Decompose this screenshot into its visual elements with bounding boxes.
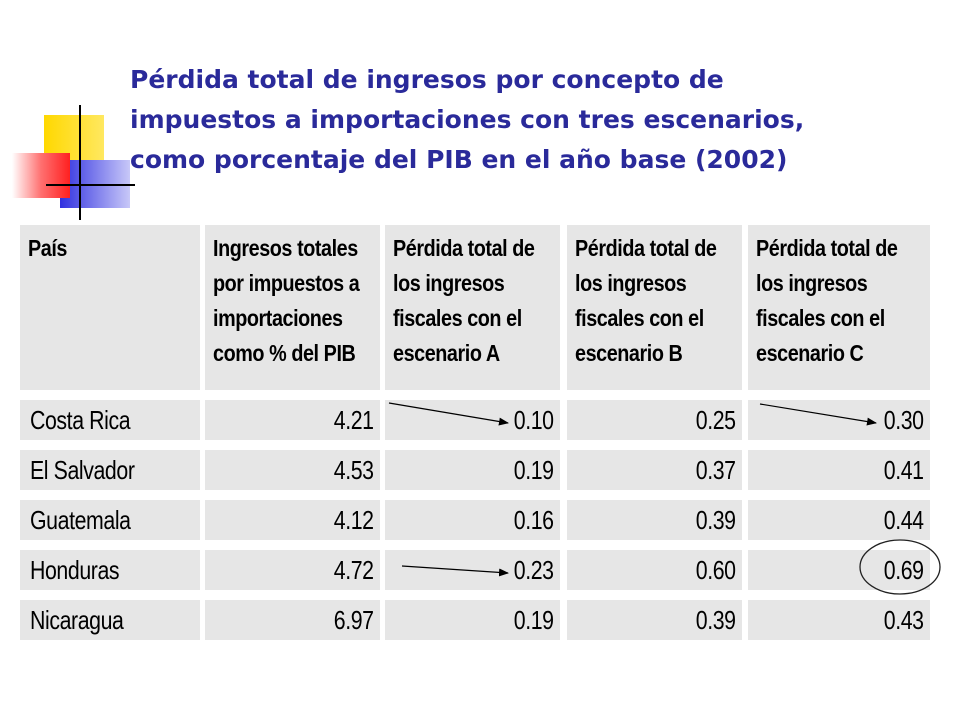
header-line: fiscales con el [756, 305, 885, 331]
cell-ingresos: 4.53 [205, 450, 380, 490]
header-line: como % del PIB [213, 340, 356, 366]
header-line: los ingresos [756, 270, 868, 296]
cell-pais: Nicaragua [20, 600, 200, 640]
cell-ingresos: 4.21 [205, 400, 380, 440]
cell-pais: Honduras [20, 550, 200, 590]
header-line: Pérdida total de [393, 235, 535, 261]
header-line: importaciones [213, 305, 343, 331]
header-escenario-c: Pérdida total de los ingresos fiscales c… [748, 225, 930, 390]
cell-escenario-c: 0.69 [748, 550, 930, 590]
title-line-3: como porcentaje del PIB en el año base (… [130, 145, 788, 174]
cell-escenario-a: 0.19 [385, 600, 560, 640]
header-line: escenario A [393, 340, 500, 366]
cell-pais: Costa Rica [20, 400, 200, 440]
header-escenario-a: Pérdida total de los ingresos fiscales c… [385, 225, 560, 390]
header-line: Pérdida total de [575, 235, 717, 261]
header-line: escenario C [756, 340, 864, 366]
header-line: País [28, 235, 67, 261]
cell-pais: Guatemala [20, 500, 200, 540]
title-line-2: impuestos a importaciones con tres escen… [130, 105, 805, 134]
red-square [12, 153, 70, 198]
cell-escenario-c: 0.41 [748, 450, 930, 490]
cell-pais: El Salvador [20, 450, 200, 490]
cell-escenario-c: 0.30 [748, 400, 930, 440]
header-escenario-b: Pérdida total de los ingresos fiscales c… [567, 225, 742, 390]
cell-escenario-b: 0.37 [567, 450, 742, 490]
cell-ingresos: 4.12 [205, 500, 380, 540]
cell-ingresos: 4.72 [205, 550, 380, 590]
header-line: Ingresos totales [213, 235, 358, 261]
cell-escenario-b: 0.25 [567, 400, 742, 440]
decorative-squares-logo [12, 105, 135, 220]
cell-escenario-a: 0.16 [385, 500, 560, 540]
cell-escenario-a: 0.19 [385, 450, 560, 490]
header-line: Pérdida total de [756, 235, 898, 261]
title-line-1: Pérdida total de ingresos por concepto d… [130, 65, 724, 94]
header-line: fiscales con el [393, 305, 522, 331]
header-pais: País [20, 225, 200, 390]
cell-escenario-c: 0.43 [748, 600, 930, 640]
slide-title: Pérdida total de ingresos por concepto d… [130, 60, 930, 180]
header-line: fiscales con el [575, 305, 704, 331]
cell-ingresos: 6.97 [205, 600, 380, 640]
header-line: los ingresos [393, 270, 505, 296]
cell-escenario-c: 0.44 [748, 500, 930, 540]
cell-escenario-a: 0.23 [385, 550, 560, 590]
header-ingresos: Ingresos totales por impuestos a importa… [205, 225, 380, 390]
header-line: escenario B [575, 340, 683, 366]
header-line: por impuestos a [213, 270, 360, 296]
cell-escenario-b: 0.60 [567, 550, 742, 590]
cell-escenario-b: 0.39 [567, 600, 742, 640]
header-line: los ingresos [575, 270, 687, 296]
cell-escenario-a: 0.10 [385, 400, 560, 440]
cell-escenario-b: 0.39 [567, 500, 742, 540]
